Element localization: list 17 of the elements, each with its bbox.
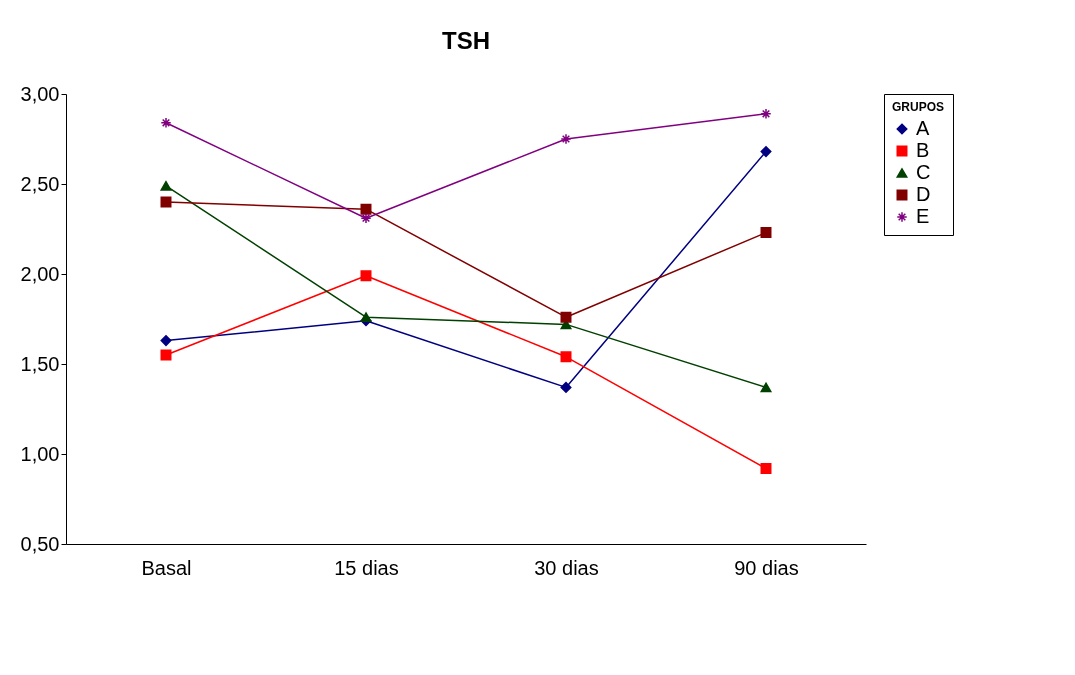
x-tick-label: 15 dias <box>334 556 399 579</box>
legend-label: C <box>916 161 931 183</box>
x-tick-label: 30 dias <box>534 556 599 579</box>
y-tick-label: 1,50 <box>20 352 60 375</box>
x-tick-label: 90 dias <box>734 556 799 579</box>
legend-label: E <box>916 205 930 227</box>
y-tick-label: 3,00 <box>20 82 60 105</box>
legend-title: GRUPOS <box>892 100 945 114</box>
chart-title: TSH <box>442 27 490 54</box>
legend-label: A <box>916 117 930 139</box>
legend-label: D <box>916 183 931 205</box>
y-tick-label: 2,50 <box>20 172 60 195</box>
legend-label: B <box>916 139 930 161</box>
y-tick-label: 1,00 <box>20 442 60 465</box>
y-tick-label: 2,00 <box>20 262 60 285</box>
x-tick-label: Basal <box>141 556 192 579</box>
y-tick-label: 0,50 <box>20 532 60 555</box>
